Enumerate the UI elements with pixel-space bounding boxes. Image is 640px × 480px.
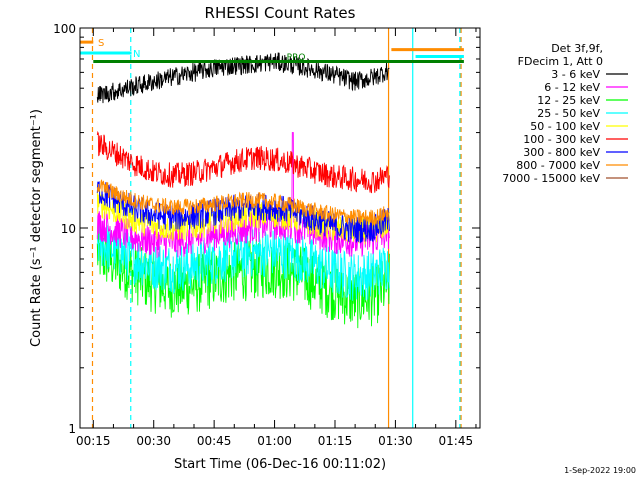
level-label-s: S	[98, 38, 104, 49]
series-line-800-7000kev	[96, 179, 390, 227]
series-line-300-800kev	[96, 181, 390, 244]
x-tick-label: 01:15	[318, 434, 353, 448]
y-axis: 1 10 100	[53, 22, 480, 436]
y-tick-label: 1	[68, 422, 76, 436]
legend-label-5: 100 - 300 keV	[523, 133, 600, 146]
legend-label-7: 800 - 7000 keV	[516, 159, 600, 172]
y-tick-label: 10	[61, 222, 76, 236]
y-tick-label: 100	[53, 22, 76, 36]
annotation-0: PRO	[287, 53, 306, 63]
legend-label-2: 12 - 25 keV	[537, 94, 600, 107]
series-line-6-12kev	[96, 132, 390, 258]
plot-area: S N PRO	[80, 28, 464, 428]
x-tick-label: 00:15	[76, 434, 111, 448]
legend-label-8: 7000 - 15000 keV	[502, 172, 600, 185]
series-line-3-6kev	[96, 52, 390, 104]
footer-date: 1-Sep-2022 19:00	[564, 466, 636, 475]
chart-title: RHESSI Count Rates	[205, 4, 356, 22]
x-tick-label: 00:30	[136, 434, 171, 448]
series-line-100-300kev	[96, 130, 390, 194]
legend-label-4: 50 - 100 keV	[530, 120, 600, 133]
legend-label-6: 300 - 800 keV	[523, 146, 600, 159]
legend-header-1: FDecim 1, Att 0	[518, 55, 603, 68]
x-tick-label: 01:45	[439, 434, 474, 448]
x-tick-label: 01:30	[378, 434, 413, 448]
x-axis-label: Start Time (06-Dec-16 00:11:02)	[174, 457, 386, 472]
legend-header-0: Det 3f,9f,	[551, 42, 603, 55]
legend-label-1: 6 - 12 keV	[544, 81, 600, 94]
level-label-n: N	[133, 49, 140, 60]
series-line-25-50kev	[96, 221, 390, 301]
x-axis: 00:15 00:30 00:45 01:00 01:15 01:30 01:45	[76, 28, 477, 448]
x-tick-label: 00:45	[197, 434, 232, 448]
y-axis-label: Count Rate (s⁻¹ detector segment⁻¹)	[29, 109, 44, 347]
legend-label-0: 3 - 6 keV	[551, 68, 600, 81]
x-tick-label: 01:00	[257, 434, 292, 448]
legend-label-3: 25 - 50 keV	[537, 107, 600, 120]
